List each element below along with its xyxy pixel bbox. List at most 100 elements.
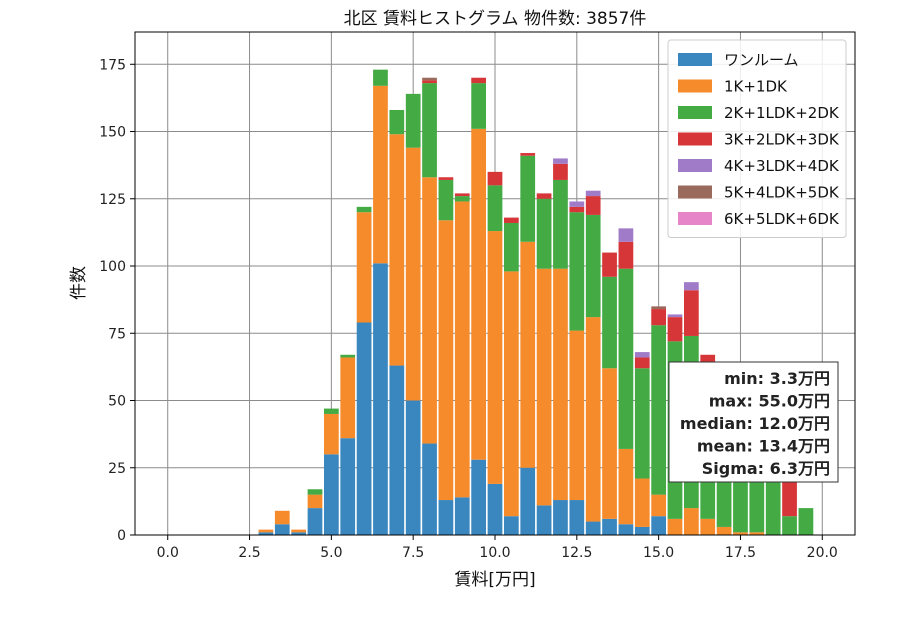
legend-swatch [678, 159, 712, 172]
x-tick-label: 15.0 [643, 545, 674, 561]
histogram-bar [634, 526, 650, 535]
y-tick-label: 175 [99, 57, 126, 73]
histogram-bar [651, 325, 666, 495]
histogram-bar [454, 201, 470, 498]
legend-label: ワンルーム [724, 51, 799, 69]
y-tick-label: 75 [108, 326, 126, 342]
histogram-bar [471, 83, 486, 129]
histogram-bar [438, 220, 454, 501]
histogram-bar [536, 268, 552, 506]
histogram-bar [307, 489, 323, 495]
x-axis-label: 賃料[万円] [454, 570, 535, 590]
y-tick-label: 0 [117, 528, 126, 544]
y-tick-label: 25 [108, 461, 126, 477]
histogram-bar [405, 93, 421, 148]
legend-swatch [678, 185, 712, 199]
legend-swatch [678, 79, 712, 93]
histogram-bar [684, 282, 699, 291]
histogram-bar [356, 322, 372, 535]
histogram-bar [520, 153, 536, 156]
histogram-bar [389, 110, 405, 135]
histogram-bar [504, 516, 519, 535]
histogram-bar [504, 222, 519, 272]
histogram-bar [553, 268, 568, 501]
y-axis-ticks: 0 25 50 75 100 125 150 175 [99, 57, 135, 544]
legend-label: 1K+1DK [724, 78, 788, 96]
histogram-bar [553, 179, 568, 269]
histogram-bar [356, 206, 372, 213]
x-tick-label: 17.5 [725, 545, 756, 561]
histogram-bar [569, 500, 585, 535]
x-tick-label: 12.5 [561, 545, 592, 561]
histogram-bar [324, 454, 339, 535]
y-tick-label: 125 [99, 192, 126, 208]
x-tick-label: 7.5 [402, 545, 424, 561]
legend-box [667, 39, 847, 238]
histogram-bar [438, 179, 454, 221]
histogram-bar [782, 473, 797, 517]
legend-swatch [678, 132, 712, 146]
histogram-bar [438, 177, 454, 180]
histogram-bar [651, 516, 666, 535]
x-tick-label: 0.0 [157, 545, 179, 561]
histogram-bar [389, 134, 405, 366]
x-tick-label: 20.0 [807, 545, 838, 561]
histogram-bar [618, 524, 634, 535]
histogram-bar [258, 529, 274, 533]
legend-swatch [678, 212, 712, 225]
histogram-bar [422, 80, 437, 84]
histogram-bar [634, 357, 650, 369]
legend: ワンルーム 1K+1DK 2K+1LDK+2DK 3K+2LDK+3DK 4K+3LDK… [667, 39, 847, 238]
histogram-bar [340, 357, 356, 439]
histogram-bar [585, 317, 601, 522]
histogram-bar [504, 217, 519, 223]
stats-line: mean: 13.4万円 [697, 437, 830, 456]
y-tick-label: 100 [99, 259, 126, 275]
histogram-bar [373, 69, 388, 86]
histogram-bar [520, 241, 536, 468]
histogram-bar [274, 510, 290, 525]
histogram-bar [716, 526, 732, 535]
histogram-bar [536, 505, 552, 535]
histogram-bar [651, 306, 666, 310]
histogram-bar [553, 158, 568, 164]
histogram-bar [291, 529, 306, 533]
histogram-bar [405, 400, 421, 535]
histogram-bar [618, 448, 634, 525]
histogram-bar [634, 368, 650, 479]
histogram-bar [340, 354, 356, 358]
histogram-bar [454, 193, 470, 197]
histogram-bar [569, 330, 585, 501]
histogram-bar [749, 532, 765, 535]
histogram-bar [487, 231, 503, 484]
histogram-bar [782, 516, 797, 535]
histogram-bar [438, 500, 454, 535]
histogram-bar [634, 478, 650, 527]
histogram-bar [504, 271, 519, 517]
y-tick-label: 50 [108, 394, 126, 410]
histogram-bar [274, 524, 290, 535]
x-axis-ticks: 0.0 2.5 5.0 7.5 10.0 12.5 15.0 17.5 20.0 [157, 535, 838, 561]
histogram-bar [340, 438, 356, 535]
histogram-bar [618, 268, 634, 449]
histogram-bar [454, 196, 470, 202]
histogram-bar [602, 276, 617, 369]
histogram-bar [454, 497, 470, 535]
histogram-bar [651, 309, 666, 326]
legend-label: 2K+1LDK+2DK [724, 104, 840, 122]
histogram-bar [585, 521, 601, 535]
x-tick-label: 5.0 [320, 545, 342, 561]
histogram-bar [798, 508, 814, 535]
histogram-bar [471, 128, 486, 460]
stats-line: max: 55.0万円 [709, 392, 830, 411]
histogram-bar [553, 500, 568, 535]
histogram-bar [569, 212, 585, 331]
histogram-bar [373, 263, 388, 535]
stats-box-frame [668, 361, 839, 483]
x-tick-label: 2.5 [238, 545, 260, 561]
legend-label: 3K+2LDK+3DK [724, 131, 840, 149]
stats-line: Sigma: 6.3万円 [702, 459, 830, 478]
histogram-bar [602, 368, 617, 519]
histogram-bar [389, 365, 405, 535]
histogram-bar [684, 290, 699, 336]
